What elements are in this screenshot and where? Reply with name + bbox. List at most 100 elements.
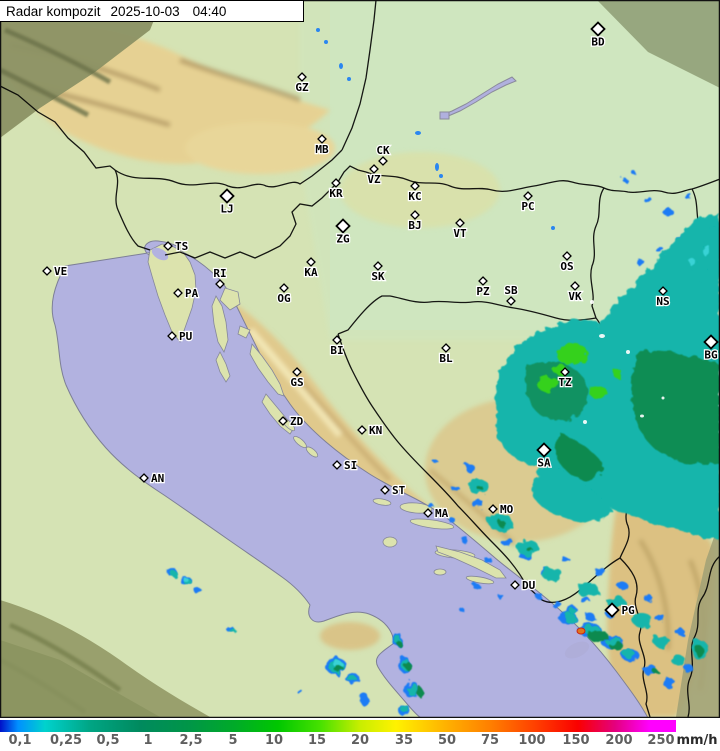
legend-value-50: 50 bbox=[437, 733, 457, 748]
legend-color-bar bbox=[0, 720, 676, 732]
city-zg: ZG bbox=[335, 218, 351, 247]
city-vk: VK bbox=[567, 281, 583, 304]
city-kc: KC bbox=[407, 181, 423, 204]
islands bbox=[147, 243, 507, 585]
city-sb: SB bbox=[503, 283, 519, 306]
city-bj: BJ bbox=[407, 210, 423, 233]
city-label: ZD bbox=[290, 415, 304, 428]
city-label: SB bbox=[504, 284, 518, 297]
city-si: SI bbox=[332, 458, 358, 473]
city-ma: MA bbox=[423, 506, 450, 521]
city-vz: VZ bbox=[366, 164, 382, 187]
city-bg: BG bbox=[703, 334, 719, 363]
city-marker-icon bbox=[139, 473, 149, 483]
city-label: DU bbox=[522, 579, 536, 592]
time-label: 04:40 bbox=[192, 3, 227, 19]
city-label: ZG bbox=[336, 233, 350, 246]
city-label: LJ bbox=[220, 203, 233, 216]
city-marker-icon bbox=[562, 251, 572, 261]
radar-echo-layer bbox=[167, 28, 720, 716]
city-marker-icon bbox=[335, 218, 351, 234]
city-marker-icon bbox=[604, 602, 620, 618]
city-pa: PA bbox=[173, 286, 200, 301]
city-label: MO bbox=[500, 503, 514, 516]
city-marker-icon bbox=[173, 288, 183, 298]
city-label: PG bbox=[622, 604, 636, 617]
city-ri: RI bbox=[212, 266, 228, 289]
city-markers-layer: GZ BD MB CK VZ KR LJ KC PC TS VE ZG BJ VT KA RI PA OG SK OS… bbox=[42, 21, 719, 618]
city-lj: LJ bbox=[219, 188, 235, 217]
legend-value-0_5: 0,5 bbox=[96, 733, 120, 748]
city-an: AN bbox=[139, 471, 165, 486]
city-marker-icon bbox=[510, 580, 520, 590]
city-label: RI bbox=[213, 267, 226, 280]
city-label: KA bbox=[304, 266, 318, 279]
city-marker-icon bbox=[488, 504, 498, 514]
city-label: SA bbox=[537, 457, 551, 470]
city-mo: MO bbox=[488, 502, 515, 517]
city-marker-icon bbox=[317, 134, 327, 144]
city-sk: SK bbox=[370, 261, 386, 284]
city-label: SI bbox=[344, 459, 357, 472]
city-gs: GS bbox=[289, 367, 305, 390]
city-label: VE bbox=[54, 265, 67, 278]
city-label: OG bbox=[277, 292, 291, 305]
city-label: PA bbox=[185, 287, 199, 300]
city-gz: GZ bbox=[294, 72, 310, 95]
city-label: KR bbox=[329, 187, 343, 200]
legend-value-1: 1 bbox=[143, 733, 153, 748]
city-bi: BI bbox=[329, 335, 345, 358]
city-label: BI bbox=[330, 344, 343, 357]
city-label: KN bbox=[369, 424, 382, 437]
city-kr: KR bbox=[328, 178, 344, 201]
date-label: 2025-10-03 bbox=[110, 3, 180, 19]
city-marker-icon bbox=[423, 508, 433, 518]
legend-value-10: 10 bbox=[264, 733, 284, 748]
city-sa: SA bbox=[536, 442, 552, 471]
city-label: AN bbox=[151, 472, 164, 485]
city-zd: ZD bbox=[278, 414, 305, 429]
city-marker-icon bbox=[373, 261, 383, 271]
product-name: Radar kompozit bbox=[6, 3, 101, 19]
plain-blend bbox=[300, 0, 720, 340]
city-label: PU bbox=[179, 330, 193, 343]
legend-value-35: 35 bbox=[394, 733, 414, 748]
gulf-of-trieste bbox=[151, 247, 169, 261]
city-marker-icon bbox=[523, 191, 533, 201]
city-pz: PZ bbox=[475, 276, 491, 299]
legend-value-150: 150 bbox=[562, 733, 590, 748]
city-ck: CK bbox=[375, 143, 391, 166]
city-label: VT bbox=[453, 227, 467, 240]
city-marker-icon bbox=[219, 188, 235, 204]
legend-value-2_5: 2,5 bbox=[179, 733, 203, 748]
city-label: MB bbox=[315, 143, 329, 156]
city-label: BG bbox=[704, 349, 718, 362]
city-pc: PC bbox=[520, 191, 536, 214]
city-label: ST bbox=[392, 484, 406, 497]
city-label: CK bbox=[376, 144, 390, 157]
city-marker-icon bbox=[292, 367, 302, 377]
city-marker-icon bbox=[42, 266, 52, 276]
city-marker-icon bbox=[658, 286, 668, 296]
city-marker-icon bbox=[279, 283, 289, 293]
legend-value-250: 250 bbox=[647, 733, 675, 748]
lakes bbox=[439, 76, 590, 659]
city-label: BJ bbox=[408, 219, 421, 232]
legend-value-75: 75 bbox=[480, 733, 500, 748]
city-ve: VE bbox=[42, 264, 68, 279]
city-du: DU bbox=[510, 578, 537, 593]
city-marker-icon bbox=[163, 241, 173, 251]
city-label: BL bbox=[439, 352, 453, 365]
city-marker-icon bbox=[369, 164, 379, 174]
city-label: VK bbox=[568, 290, 582, 303]
city-label: OS bbox=[560, 260, 573, 273]
city-marker-icon bbox=[455, 218, 465, 228]
city-label: BD bbox=[591, 36, 605, 49]
city-marker-icon bbox=[703, 334, 719, 350]
city-marker-icon bbox=[506, 296, 516, 306]
out-of-range-mask bbox=[0, 0, 720, 717]
legend-value-200: 200 bbox=[605, 733, 633, 748]
city-marker-icon bbox=[441, 343, 451, 353]
city-kn: KN bbox=[357, 423, 383, 438]
city-bl: BL bbox=[438, 343, 454, 366]
